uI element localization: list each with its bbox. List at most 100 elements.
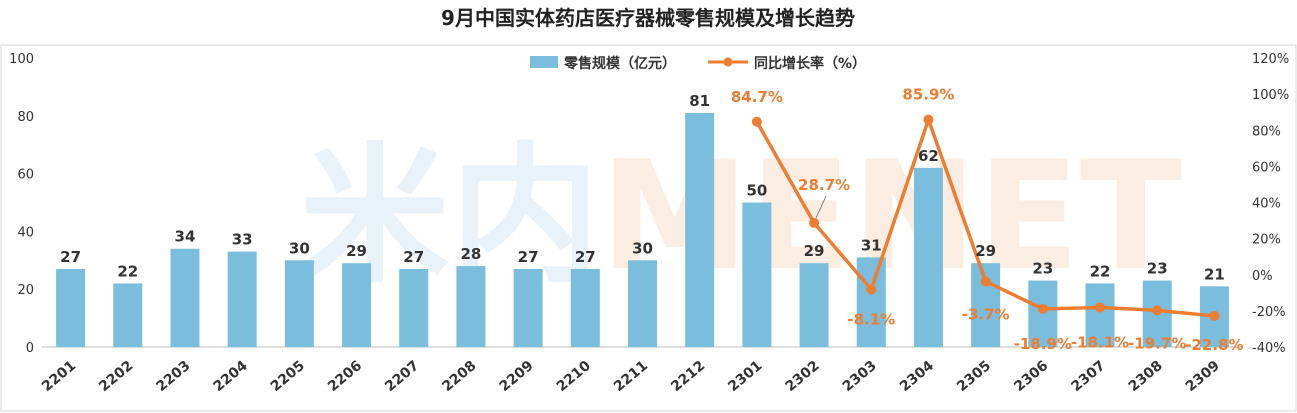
x-tick-label: 2306: [1011, 358, 1051, 395]
bar-data-label: 23: [1032, 260, 1053, 278]
line-data-label: -18.9%: [1014, 335, 1072, 353]
line-data-label: -8.1%: [847, 310, 895, 328]
legend-line-marker: [723, 57, 733, 67]
x-tick-label: 2207: [382, 358, 422, 395]
x-tick-label: 2203: [153, 358, 193, 395]
y-left-tick-label: 60: [17, 168, 34, 183]
bar-data-label: 27: [60, 248, 81, 266]
y-right-tick-label: -40%: [1252, 341, 1286, 356]
line-point: [1209, 310, 1220, 321]
legend-bar-label: 零售规模（亿元）: [563, 55, 676, 72]
x-tick-label: 2307: [1068, 358, 1108, 395]
bar: [513, 268, 543, 347]
bar-data-label: 50: [746, 182, 767, 200]
bar: [856, 257, 886, 347]
y-right-tick-label: 80%: [1252, 124, 1281, 139]
line-point: [751, 116, 762, 127]
x-tick-label: 2302: [783, 358, 823, 395]
x-tick-label: 2303: [840, 358, 880, 395]
bar: [1085, 283, 1115, 347]
label-leader-line: [815, 195, 827, 219]
bar-data-label: 23: [1147, 260, 1168, 278]
line-data-label: -22.8%: [1185, 336, 1243, 354]
bar: [570, 268, 600, 347]
bar: [227, 251, 257, 347]
y-left-tick-label: 20: [17, 283, 34, 298]
bar-data-label: 22: [1090, 262, 1111, 280]
bar-data-label: 30: [632, 239, 653, 257]
bar-data-label: 21: [1204, 265, 1225, 283]
watermark-text: 米内MENET: [300, 130, 1182, 304]
y-left-tick-label: 40: [17, 225, 34, 240]
line-point: [980, 276, 991, 287]
bar: [456, 266, 486, 347]
bar-data-label: 34: [175, 228, 196, 246]
line-point: [809, 217, 820, 228]
y-right-tick-label: -20%: [1252, 305, 1286, 320]
bar-data-label: 28: [460, 245, 481, 263]
x-tick-label: 2301: [725, 358, 765, 395]
x-tick-label: 2211: [611, 358, 651, 395]
line-data-label: -3.7%: [962, 305, 1010, 323]
bar: [56, 268, 86, 347]
line-point: [923, 114, 934, 125]
bar-data-label: 29: [804, 242, 825, 260]
x-tick-label: 2205: [268, 358, 308, 395]
x-tick-label: 2208: [439, 358, 479, 395]
line-series: [751, 114, 1220, 321]
bar-data-label: 30: [289, 239, 310, 257]
bar: [284, 260, 314, 347]
plot-border: [0, 44, 1297, 412]
y-right-tick-label: 40%: [1252, 197, 1281, 212]
line-data-label: 28.7%: [798, 176, 850, 194]
bar-series: [56, 112, 1229, 347]
x-tick-label: 2204: [211, 358, 251, 395]
bar: [342, 263, 372, 347]
x-tick-label: 2309: [1183, 358, 1223, 395]
line-point: [1037, 303, 1048, 314]
bar: [399, 268, 429, 347]
bar-data-label: 29: [975, 242, 996, 260]
y-left-tick-label: 100: [9, 52, 34, 67]
x-tick-label: 2308: [1126, 358, 1166, 395]
line-point: [866, 284, 877, 295]
bar-data-label: 62: [918, 147, 939, 165]
bar: [170, 248, 200, 347]
legend-line-label: 同比增长率（%）: [754, 55, 866, 72]
legend-bar-swatch: [530, 56, 558, 68]
x-tick-label: 2201: [39, 358, 79, 395]
bar-data-label: 81: [689, 92, 710, 110]
line-data-label: 85.9%: [902, 86, 954, 104]
chart-title: 9月中国实体药店医疗器械零售规模及增长趋势: [441, 6, 855, 30]
bar-data-label: 22: [117, 262, 138, 280]
y-right-tick-label: 100%: [1252, 88, 1289, 103]
bar-data-label: 29: [346, 242, 367, 260]
line-data-label: -18.1%: [1071, 333, 1129, 351]
watermark: 米内MENET: [300, 130, 1182, 304]
x-tick-label: 2212: [668, 358, 708, 395]
y-left-tick-label: 80: [17, 110, 34, 125]
y-right-tick-label: 120%: [1252, 52, 1289, 67]
bar-data-label: 31: [861, 236, 882, 254]
x-tick-label: 2305: [954, 358, 994, 395]
bar: [799, 263, 829, 347]
x-tick-label: 2206: [325, 358, 365, 395]
line-point: [1152, 305, 1163, 316]
bar-data-label: 27: [518, 248, 539, 266]
bar: [685, 112, 715, 347]
y-left-tick-label: 0: [26, 341, 34, 356]
line-point: [1095, 302, 1106, 313]
bar: [113, 283, 143, 347]
line-data-label: -19.7%: [1128, 334, 1186, 352]
bar-data-label: 27: [575, 248, 596, 266]
x-tick-label: 2210: [554, 358, 594, 395]
x-tick-label: 2202: [96, 358, 136, 395]
y-right-tick-label: 20%: [1252, 233, 1281, 248]
legend: 零售规模（亿元） 同比增长率（%）: [530, 55, 866, 72]
bar: [742, 202, 772, 347]
bar: [913, 167, 943, 347]
bar-data-label: 33: [232, 231, 253, 249]
y-right-tick-label: 0%: [1252, 269, 1273, 284]
